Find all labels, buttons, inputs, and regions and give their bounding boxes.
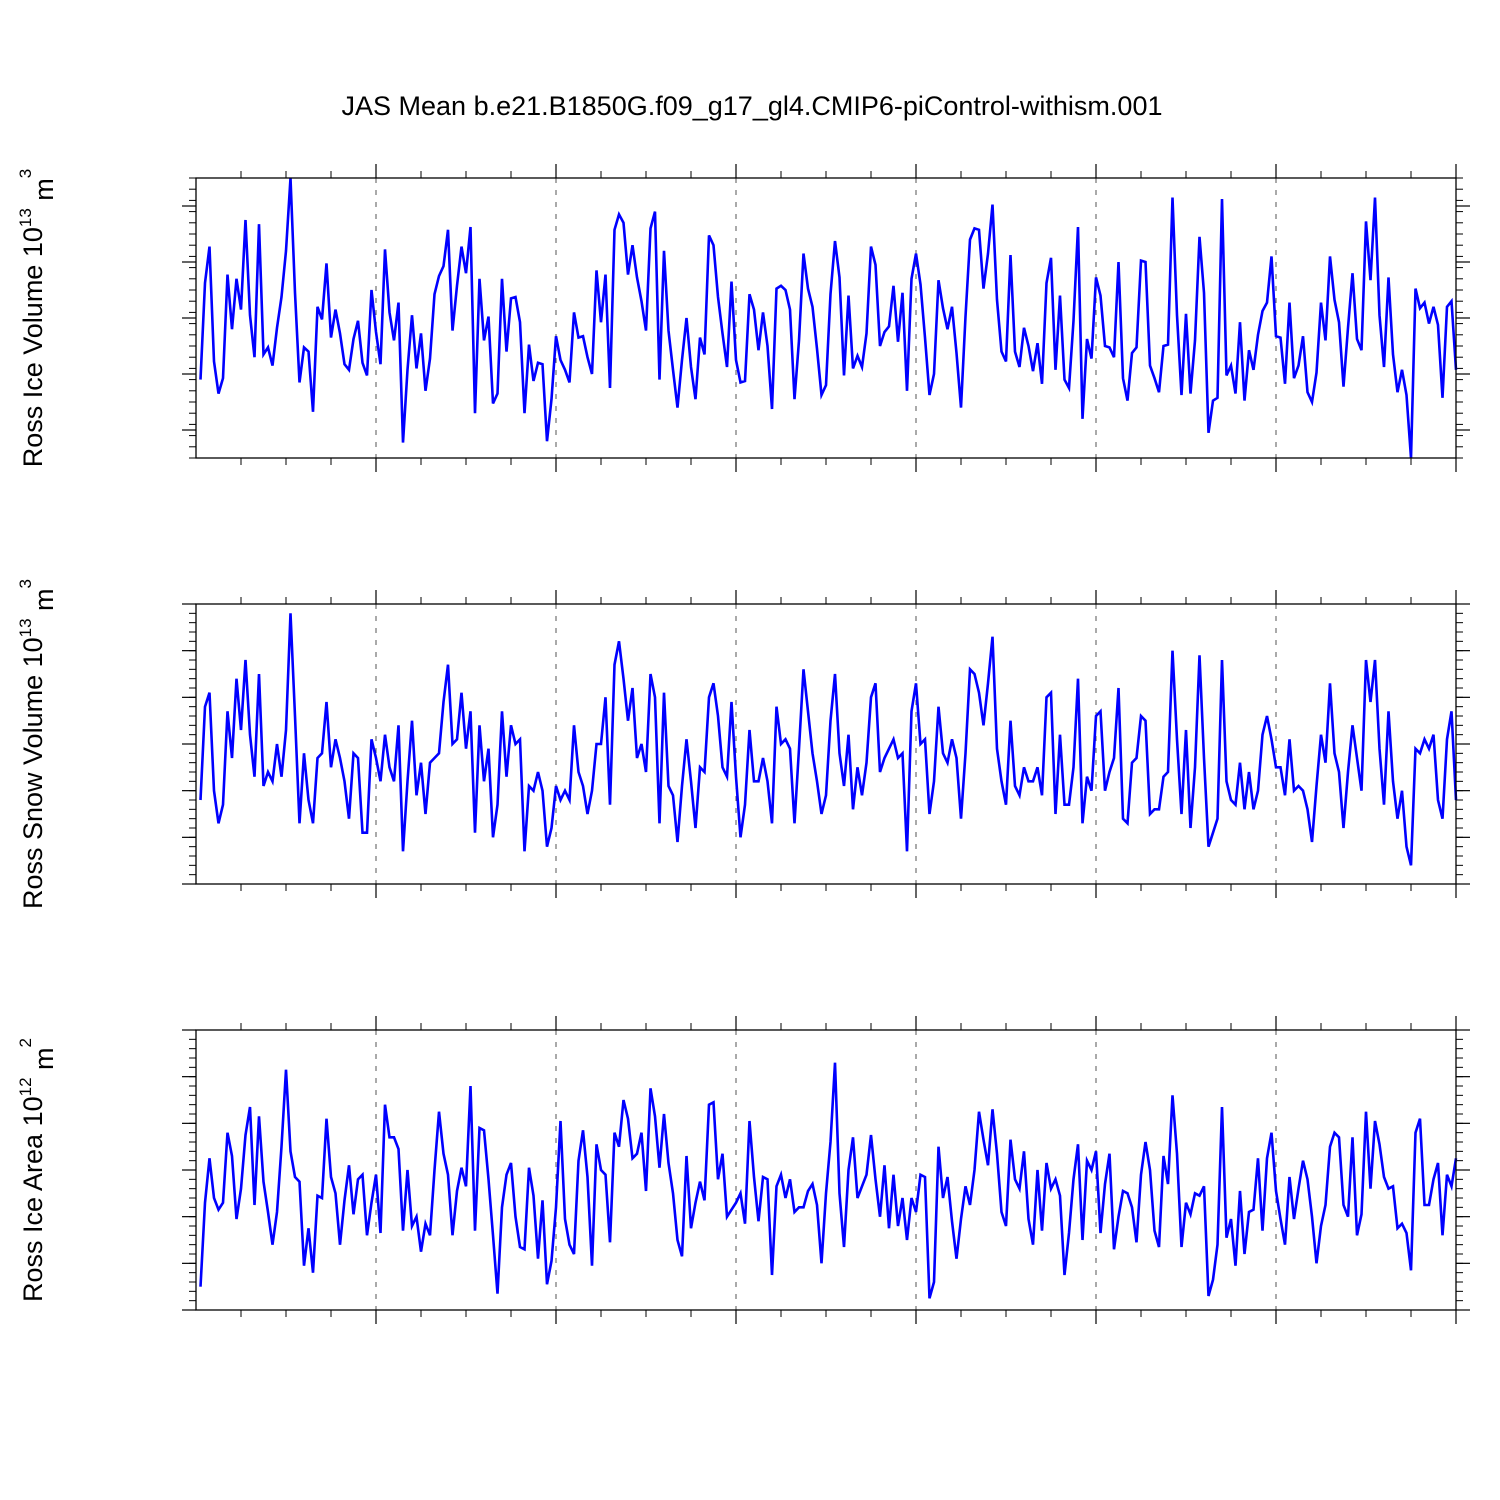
- y-axis-title-part: m: [29, 178, 59, 208]
- chart-panel-snow-volume: Ross Snow Volume 1013 m3: [16, 579, 1470, 909]
- y-axis-title-part: 12: [16, 1077, 35, 1096]
- y-axis-title-part: Ross Ice Volume 10: [18, 227, 48, 467]
- plot-frame: [195, 1029, 1457, 1311]
- figure-title: JAS Mean b.e21.B1850G.f09_g17_gl4.CMIP6-…: [342, 91, 1163, 121]
- y-axis-title-part: m: [29, 1047, 59, 1077]
- y-axis-title-part: 3: [16, 169, 35, 178]
- y-axis-title-part: Ross Snow Volume 10: [18, 637, 48, 909]
- y-axis-title: Ross Ice Volume 1013 m3: [16, 169, 59, 468]
- y-axis-title-part: Ross Ice Area 10: [18, 1096, 48, 1302]
- y-axis-title: Ross Ice Area 1012 m2: [16, 1038, 59, 1302]
- y-axis-title-part: 13: [16, 208, 35, 227]
- data-series-line: [199, 1062, 1458, 1299]
- y-axis-title-part: 2: [16, 1038, 35, 1047]
- chart-panel-ice-volume: Ross Ice Volume 1013 m3: [16, 164, 1470, 472]
- plot-frame: [195, 603, 1457, 885]
- data-series-line: [199, 613, 1458, 866]
- y-axis-title: Ross Snow Volume 1013 m3: [16, 579, 59, 909]
- data-series-line: [199, 177, 1458, 459]
- y-axis-title-part: 13: [16, 618, 35, 637]
- y-axis-title-part: 3: [16, 579, 35, 588]
- chart-panel-ice-area: Ross Ice Area 1012 m2: [16, 1016, 1470, 1324]
- y-axis-title-part: m: [29, 588, 59, 618]
- plot-frame: [195, 177, 1457, 459]
